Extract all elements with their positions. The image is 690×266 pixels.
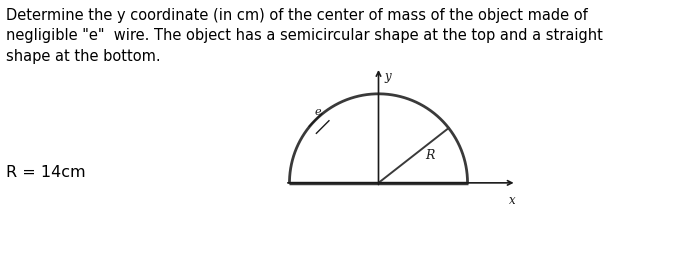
Text: R: R: [425, 149, 435, 162]
Text: R = 14cm: R = 14cm: [6, 165, 85, 180]
Text: Determine the y coordinate (in cm) of the center of mass of the object made of
n: Determine the y coordinate (in cm) of th…: [6, 8, 602, 64]
Text: x: x: [509, 194, 515, 206]
Text: y: y: [385, 70, 391, 83]
Text: e: e: [315, 107, 322, 117]
